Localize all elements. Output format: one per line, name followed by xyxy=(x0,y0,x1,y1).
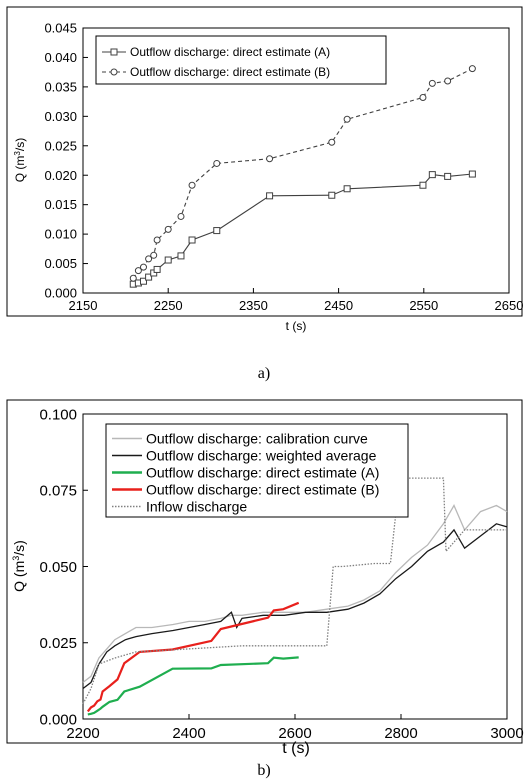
legend-entry-5: Inflow discharge xyxy=(146,498,247,514)
series-line-3 xyxy=(87,656,299,716)
legend-marker-circle xyxy=(110,68,118,76)
y-tick-label: 0.040 xyxy=(44,50,77,65)
y-tick-label: 0.100 xyxy=(39,406,77,423)
data-point-circle xyxy=(153,236,161,244)
panel-a-caption: a) xyxy=(258,365,270,382)
series-line-2 xyxy=(82,523,508,690)
chart-b-series xyxy=(82,477,508,716)
data-point-square xyxy=(145,273,153,281)
y-tick-label: 0.035 xyxy=(44,79,77,94)
x-tick-label: 2250 xyxy=(154,298,183,313)
data-point-square xyxy=(428,171,436,179)
x-tick-label: 2800 xyxy=(384,725,417,742)
y-tick-label: 0.075 xyxy=(39,483,77,500)
y-tick-label: 0.000 xyxy=(44,286,77,301)
chart-a-y-axis-label: Q (m3/s) xyxy=(13,138,27,182)
legend-entry-3: Outflow discharge: direct estimate (A) xyxy=(146,464,379,480)
data-point-circle xyxy=(134,267,142,275)
data-point-circle xyxy=(164,225,172,233)
y-tick-label: 0.020 xyxy=(44,168,77,183)
series-line-4 xyxy=(86,601,300,713)
x-tick-label: 2600 xyxy=(278,725,311,742)
x-tick-label: 2450 xyxy=(324,298,353,313)
chart-a-legend: Outflow discharge: direct estimate (A) Ou… xyxy=(95,35,387,85)
chart-a-y-ticks: 0.000 0.005 0.010 0.015 0.020 0.025 0.030 0.035… xyxy=(44,21,88,301)
legend-entry-2: Outflow discharge: direct estimate (B) xyxy=(130,65,330,79)
legend-entry-1: Outflow discharge: calibration curve xyxy=(146,430,368,446)
data-point-square xyxy=(266,192,274,200)
x-tick-label: 3000 xyxy=(490,725,523,742)
panel-b-caption: b) xyxy=(257,762,270,779)
data-point-square xyxy=(328,191,336,199)
y-tick-label: 0.000 xyxy=(39,711,77,728)
series-line-5 xyxy=(82,477,507,705)
data-point-square xyxy=(139,277,147,285)
data-point-square xyxy=(213,227,221,235)
data-point-circle xyxy=(328,138,336,146)
y-tick-label: 0.025 xyxy=(39,635,77,652)
data-point-circle xyxy=(343,115,351,123)
chart-a-plot-area xyxy=(82,27,510,294)
data-point-square xyxy=(188,236,196,244)
legend-box xyxy=(105,423,409,518)
data-point-square xyxy=(164,256,172,264)
y-tick-label: 0.025 xyxy=(44,138,77,153)
data-point-circle xyxy=(428,79,436,87)
chart-a: 0.000 0.005 0.010 0.015 0.020 0.025 0.030 0.035… xyxy=(6,6,524,382)
chart-b-y-axis-label: Q (m3/s) xyxy=(11,540,27,592)
data-point-circle xyxy=(444,77,452,85)
data-point-circle xyxy=(139,263,147,271)
data-point-circle xyxy=(177,212,185,220)
chart-a-series xyxy=(129,65,476,288)
y-tick-label: 0.010 xyxy=(44,227,77,242)
data-point-circle xyxy=(213,159,221,167)
data-point-square xyxy=(177,252,185,260)
data-point-square xyxy=(343,185,351,193)
y-tick-label: 0.030 xyxy=(44,109,77,124)
data-point-circle xyxy=(150,251,158,259)
data-point-square xyxy=(419,181,427,189)
data-point-square xyxy=(468,170,476,178)
x-tick-label: 2650 xyxy=(495,298,524,313)
x-tick-label: 2200 xyxy=(66,725,99,742)
y-tick-label: 0.005 xyxy=(44,256,77,271)
x-tick-label: 2400 xyxy=(172,725,205,742)
x-tick-label: 2150 xyxy=(69,298,98,313)
chart-a-x-axis-label: t (s) xyxy=(286,319,307,333)
data-point-circle xyxy=(468,65,476,73)
data-point-circle xyxy=(129,274,137,282)
legend-box xyxy=(95,35,387,85)
y-tick-label: 0.050 xyxy=(39,559,77,576)
legend-entry-4: Outflow discharge: direct estimate (B) xyxy=(146,481,379,497)
x-tick-label: 2550 xyxy=(409,298,438,313)
x-tick-label: 2350 xyxy=(239,298,268,313)
y-tick-label: 0.045 xyxy=(44,21,77,36)
series-line-1 xyxy=(82,504,508,683)
data-point-square xyxy=(444,172,452,180)
y-tick-label: 0.015 xyxy=(44,197,77,212)
legend-entry-2: Outflow discharge: weighted average xyxy=(146,447,377,463)
data-point-circle xyxy=(188,181,196,189)
chart-b-x-ticks: 2200 2400 2600 2800 3000 xyxy=(66,714,524,742)
chart-a-x-ticks: 2150 2250 2350 2450 2550 2650 xyxy=(69,288,524,313)
data-point-square xyxy=(153,265,161,273)
data-point-circle xyxy=(266,155,274,163)
chart-b-x-axis-label: t (s) xyxy=(282,740,310,757)
chart-b-legend: Outflow discharge: calibration curveOutf… xyxy=(105,423,409,518)
legend-marker-square xyxy=(110,48,118,56)
legend-entry-1: Outflow discharge: direct estimate (A) xyxy=(130,45,330,59)
data-point-circle xyxy=(419,93,427,101)
chart-b-y-ticks: 0.000 0.025 0.050 0.075 0.100 xyxy=(39,406,88,728)
chart-b: 0.000 0.025 0.050 0.075 0.100 2200 2400 2600 28… xyxy=(6,399,524,779)
data-point-circle xyxy=(145,255,153,263)
